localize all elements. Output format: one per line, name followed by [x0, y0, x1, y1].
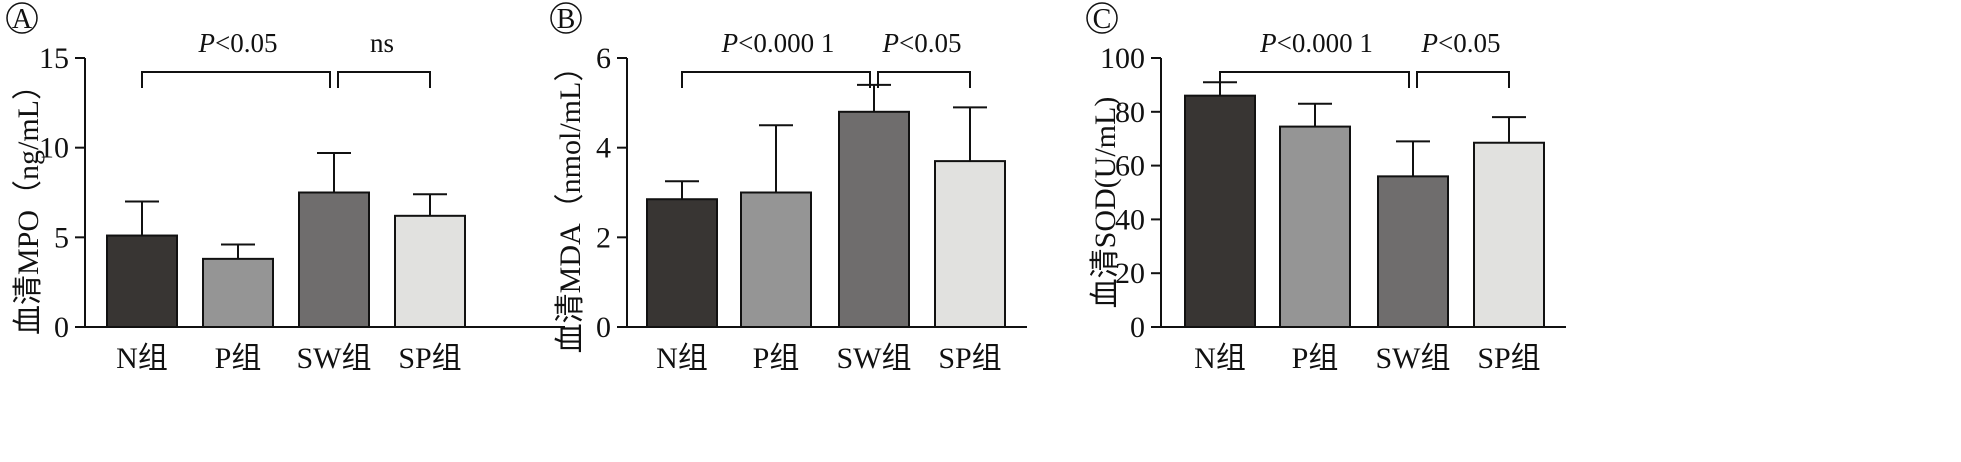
- significance-value: <0.05: [899, 28, 961, 58]
- y-tick-label: 0: [54, 311, 69, 344]
- x-category-label: P组: [215, 342, 262, 375]
- significance-bracket: [681, 71, 871, 88]
- x-category-label: SP组: [1477, 342, 1540, 375]
- x-category-label: SP组: [938, 342, 1001, 375]
- significance-bracket: [1416, 71, 1510, 88]
- y-axis-title: 血清MDA（nmol/mL）: [554, 52, 587, 354]
- bar-4: [1473, 141, 1545, 328]
- x-category-label: SW组: [1376, 342, 1451, 375]
- panel-letter: B: [557, 4, 576, 35]
- bar-2: [202, 257, 274, 328]
- significance-label: ns: [370, 28, 394, 58]
- y-tick-label: 60: [1115, 150, 1145, 183]
- significance-p-symbol: P: [1259, 28, 1277, 58]
- significance-label: P<0.05: [1421, 28, 1501, 58]
- y-tick-label: 4: [596, 132, 611, 165]
- bar-3: [298, 191, 370, 328]
- panel-letter-circle: [550, 2, 582, 34]
- significance-value: <0.000 1: [1277, 28, 1373, 58]
- significance-bracket: [337, 71, 431, 88]
- y-tick-label: 10: [39, 132, 69, 165]
- y-tick-label: 0: [596, 311, 611, 344]
- x-category-label: N组: [1194, 342, 1246, 375]
- y-tick-label: 2: [596, 221, 611, 254]
- significance-value: <0.000 1: [738, 28, 834, 58]
- significance-bracket: [1219, 71, 1410, 88]
- x-category-label: N组: [656, 342, 708, 375]
- panel-letter: A: [12, 4, 33, 35]
- y-tick-label: 80: [1115, 96, 1145, 129]
- significance-p-symbol: P: [882, 28, 900, 58]
- significance-p-symbol: P: [198, 28, 216, 58]
- bar-1: [646, 198, 718, 329]
- y-tick-label: 5: [54, 221, 69, 254]
- panel-letter-circle: [6, 2, 38, 34]
- x-category-label: SP组: [398, 342, 461, 375]
- panel-letter: C: [1093, 4, 1112, 35]
- bar-3: [838, 110, 910, 328]
- bar-1: [106, 234, 178, 328]
- significance-value: <0.05: [215, 28, 277, 58]
- y-tick-label: 6: [596, 42, 611, 75]
- significance-label: P<0.05: [882, 28, 962, 58]
- bar-2: [1279, 125, 1351, 328]
- significance-label: P<0.05: [198, 28, 278, 58]
- significance-label: P<0.000 1: [1259, 28, 1373, 58]
- y-tick-label: 15: [39, 42, 69, 75]
- y-tick-label: 20: [1115, 257, 1145, 290]
- y-tick-label: 0: [1130, 311, 1145, 344]
- significance-bracket: [141, 71, 331, 88]
- panel-letter-circle: [1086, 2, 1118, 34]
- y-axis-title: 血清SOD(U/mL): [1089, 97, 1122, 309]
- y-axis-title: 血清MPO（ng/mL）: [12, 70, 45, 335]
- x-category-label: P组: [1292, 342, 1339, 375]
- bar-4: [394, 214, 466, 329]
- x-category-label: SW组: [297, 342, 372, 375]
- bar-3: [1377, 175, 1449, 328]
- significance-value: ns: [370, 28, 394, 58]
- x-category-label: P组: [753, 342, 800, 375]
- bar-2: [740, 191, 812, 328]
- x-category-label: SW组: [837, 342, 912, 375]
- bar-4: [934, 160, 1006, 328]
- y-tick-label: 100: [1100, 42, 1145, 75]
- bar-1: [1184, 94, 1256, 328]
- significance-value: <0.05: [1438, 28, 1500, 58]
- significance-bracket: [877, 71, 971, 88]
- significance-p-symbol: P: [721, 28, 739, 58]
- significance-label: P<0.000 1: [721, 28, 835, 58]
- y-tick-label: 40: [1115, 203, 1145, 236]
- x-category-label: N组: [116, 342, 168, 375]
- significance-p-symbol: P: [1421, 28, 1439, 58]
